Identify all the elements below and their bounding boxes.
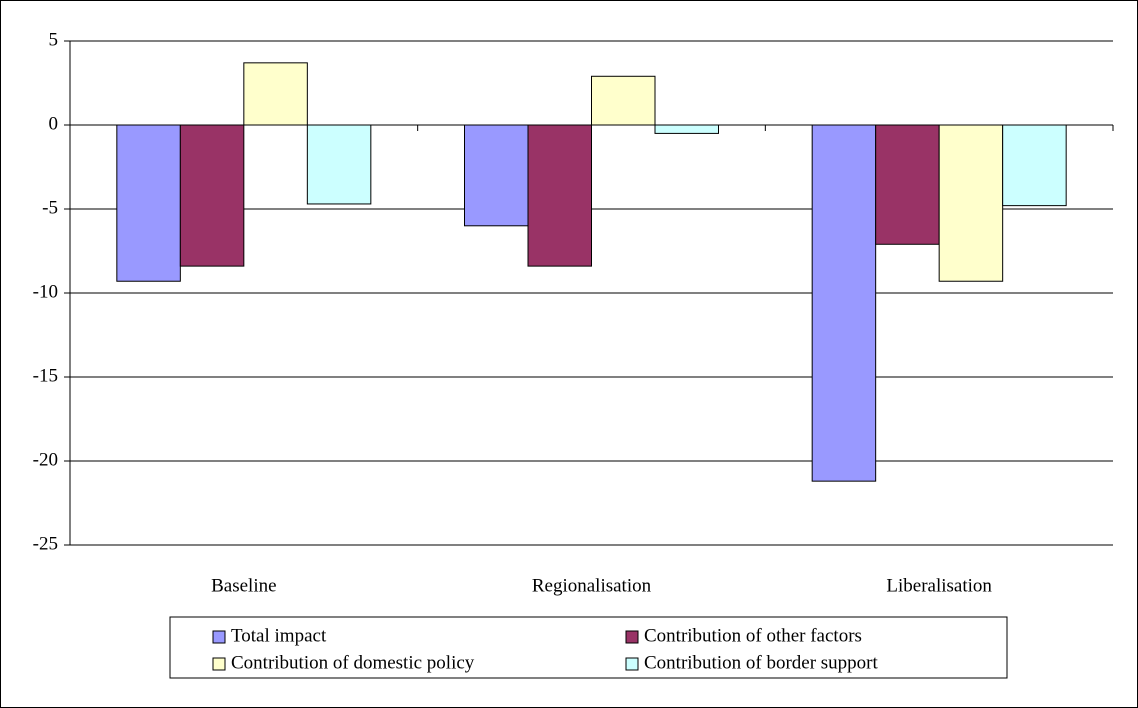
y-tick-label: 0: [49, 113, 59, 134]
legend-swatch: [625, 657, 639, 671]
legend-swatch: [625, 630, 639, 644]
bar: [464, 124, 529, 227]
legend-swatch: [212, 657, 226, 671]
bar: [179, 124, 245, 267]
x-tick-label: Regionalisation: [532, 575, 652, 596]
legend-box: [169, 616, 1008, 679]
y-tick-label: -15: [33, 365, 58, 386]
y-tick-label: -5: [42, 197, 58, 218]
bar: [938, 124, 1004, 282]
legend-swatch: [212, 630, 226, 644]
bar: [875, 124, 940, 245]
legend-label: Total impact: [231, 625, 327, 646]
bar: [654, 124, 719, 134]
bar: [591, 75, 656, 126]
bar: [527, 124, 592, 267]
y-tick-label: -20: [33, 449, 58, 470]
bar: [1002, 124, 1067, 207]
legend-label: Contribution of other factors: [644, 625, 862, 646]
legend-label: Contribution of domestic policy: [231, 652, 475, 673]
y-tick-label: -10: [33, 281, 58, 302]
x-tick-label: Liberalisation: [886, 575, 992, 596]
y-tick-label: -25: [33, 533, 58, 554]
bar: [243, 62, 308, 126]
bar: [306, 124, 372, 205]
bar: [116, 124, 181, 282]
legend-label: Contribution of border support: [644, 652, 879, 673]
x-tick-label: Baseline: [211, 575, 276, 596]
y-tick-label: 5: [49, 29, 59, 50]
bar: [811, 124, 877, 482]
